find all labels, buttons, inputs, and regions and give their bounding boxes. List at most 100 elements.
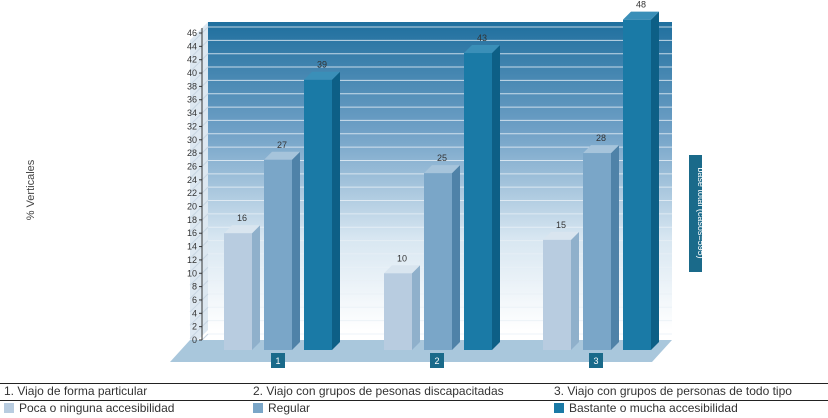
gridline-side: [189, 133, 209, 153]
bar-poca-2: [384, 273, 412, 350]
bar-side-poca-2: [412, 265, 420, 350]
y-tick-label: 28: [187, 148, 197, 158]
category-box-1: [271, 353, 285, 368]
gridline-side: [189, 266, 209, 286]
data-label-regular-2: 25: [437, 153, 447, 163]
y-tick-label: 24: [187, 175, 197, 185]
bar-top-bastante-1: [304, 71, 340, 80]
data-label-regular-1: 27: [277, 140, 287, 150]
category-label-1: 1: [275, 356, 280, 366]
footer-category-row: 1. Viajo de forma particular 2. Viajo co…: [0, 383, 828, 400]
y-tick-label: 10: [187, 268, 197, 278]
y-tick-label: 16: [187, 228, 197, 238]
gridline-side: [189, 160, 209, 179]
y-tick-label: 32: [187, 121, 197, 131]
footer-category-1: 1. Viajo de forma particular: [4, 384, 148, 398]
y-tick-label: 14: [187, 242, 197, 252]
gridline-side: [189, 66, 209, 86]
footer-legend-row: Poca o ninguna accesibilidad Regular Bas…: [0, 400, 828, 417]
y-tick-label: 18: [187, 215, 197, 225]
y-tick-label: 34: [187, 108, 197, 118]
legend-label-bastante: Bastante o mucha accesibilidad: [569, 401, 738, 415]
y-tick-label: 30: [187, 135, 197, 145]
legend-swatch-bastante: [554, 403, 564, 413]
y-axis-ticks: 0246810121416182022242628303234363840424…: [187, 28, 202, 345]
legend-label-poca: Poca o ninguna accesibilidad: [19, 401, 175, 415]
gridline-side: [189, 280, 209, 299]
bar-bastante-1: [304, 79, 332, 350]
legend-item-regular: Regular: [253, 401, 310, 416]
gridline-side: [189, 93, 209, 113]
bar-top-regular-3: [583, 145, 619, 154]
category-box-3: [589, 353, 603, 368]
gridline-side: [189, 200, 209, 219]
gridline-side: [189, 226, 209, 246]
bar-top-poca-2: [384, 265, 420, 274]
gridline-side: [189, 146, 209, 166]
footer-category-3: 3. Viajo con grupos de personas de todo …: [554, 384, 792, 398]
bars-group: 16 27 39 10 25 43 15 28 48: [224, 0, 659, 351]
gridline-side: [189, 306, 209, 326]
bar-side-poca-3: [571, 231, 579, 350]
footer-legend: 1. Viajo de forma particular 2. Viajo co…: [0, 383, 828, 417]
bar-top-poca-3: [543, 231, 579, 240]
bar-side-bastante-2: [492, 45, 500, 351]
bar-top-bastante-3: [623, 11, 659, 20]
gridline-side: [189, 53, 209, 73]
bar-side-regular-3: [611, 145, 619, 350]
bar-regular-2: [424, 173, 452, 350]
bar-top-regular-2: [424, 165, 460, 174]
legend-swatch-poca: [4, 403, 14, 413]
chart-side-wall: [190, 22, 208, 348]
category-label-3: 3: [593, 356, 598, 366]
bar-top-poca-1: [224, 225, 260, 234]
gridline-side: [189, 186, 209, 206]
data-label-bastante-3: 48: [636, 0, 646, 10]
gridline-side: [189, 320, 209, 340]
y-tick-label: 0: [192, 335, 197, 345]
y-tick-label: 4: [192, 308, 197, 318]
gridline-side: [189, 120, 209, 139]
y-tick-label: 46: [187, 28, 197, 38]
y-tick-label: 26: [187, 161, 197, 171]
y-tick-label: 42: [187, 55, 197, 65]
y-tick-label: 22: [187, 188, 197, 198]
gridline-side: [189, 173, 209, 193]
category-box-2: [430, 353, 444, 368]
bar-bastante-3: [623, 19, 651, 351]
data-label-poca-3: 15: [556, 220, 566, 230]
category-labels: 1 2 3: [271, 353, 603, 368]
bar-side-bastante-1: [332, 71, 340, 350]
data-label-poca-2: 10: [397, 253, 407, 263]
gridline-side: [189, 240, 209, 259]
gridline-side: [189, 293, 209, 313]
bar-side-poca-1: [252, 225, 260, 350]
y-tick-label: 8: [192, 282, 197, 292]
side-note-text: base total (casos=595): [696, 167, 706, 258]
data-label-bastante-2: 43: [477, 33, 487, 43]
bar-regular-1: [264, 159, 292, 350]
y-tick-label: 40: [187, 68, 197, 78]
y-tick-label: 6: [192, 295, 197, 305]
data-label-bastante-1: 39: [317, 60, 327, 70]
bar-side-regular-2: [452, 165, 460, 350]
bar-bastante-2: [464, 53, 492, 351]
y-tick-label: 20: [187, 202, 197, 212]
y-axis-label: % Verticales: [25, 159, 37, 220]
bar-poca-3: [543, 239, 571, 350]
y-tick-label: 44: [187, 41, 197, 51]
data-label-regular-3: 28: [596, 133, 606, 143]
data-label-poca-1: 16: [237, 213, 247, 223]
footer-category-2: 2. Viajo con grupos de pesonas discapaci…: [253, 384, 504, 398]
y-tick-label: 12: [187, 255, 197, 265]
gridline-side: [189, 80, 209, 99]
gridline-side: [189, 39, 209, 59]
y-tick-label: 36: [187, 95, 197, 105]
bar-top-bastante-2: [464, 45, 500, 54]
bar-poca-1: [224, 233, 252, 350]
gridline-side: [189, 213, 209, 233]
legend-item-poca: Poca o ninguna accesibilidad: [4, 401, 174, 416]
bar-chart: 0246810121416182022242628303234363840424…: [25, 0, 706, 368]
y-tick-label: 2: [192, 322, 197, 332]
bar-side-regular-1: [292, 151, 300, 350]
